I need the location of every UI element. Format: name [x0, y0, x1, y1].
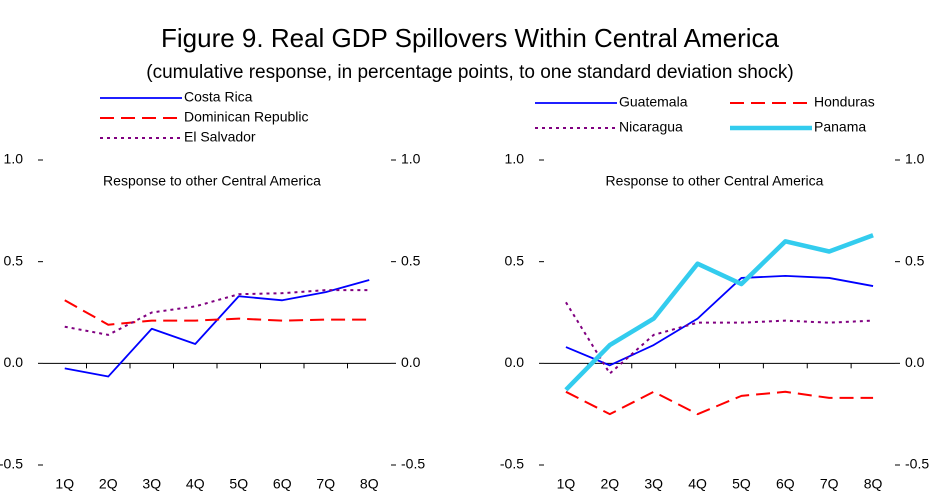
y2-tick-label: 1.0 — [401, 151, 421, 167]
annotation: Response to other Central America — [103, 173, 321, 189]
y2-tick-label: -0.5 — [905, 456, 929, 472]
x-tick-label: 6Q — [776, 476, 795, 492]
x-tick-label: 7Q — [316, 476, 335, 492]
series-line — [64, 299, 370, 326]
y-tick-label: 1.0 — [505, 151, 525, 167]
y-tick-label: -0.5 — [500, 456, 524, 472]
x-tick-label: 3Q — [644, 476, 663, 492]
y2-tick-label: 0.0 — [401, 354, 421, 370]
y-tick-label: -0.5 — [0, 456, 23, 472]
y-tick-label: 0.0 — [505, 354, 525, 370]
y-tick-label: 0.5 — [505, 252, 525, 268]
x-tick-label: 2Q — [600, 476, 619, 492]
x-tick-label: 1Q — [557, 476, 576, 492]
legend-label: Dominican Republic — [184, 109, 309, 125]
series-line — [564, 233, 874, 392]
legend-label: Nicaragua — [619, 119, 683, 135]
x-tick-label: 7Q — [820, 476, 839, 492]
legend-label: Costa Rica — [184, 89, 253, 105]
figure-title: Figure 9. Real GDP Spillovers Within Cen… — [161, 23, 780, 53]
x-tick-label: 8Q — [864, 476, 883, 492]
x-tick-label: 2Q — [99, 476, 118, 492]
y-tick-label: 1.0 — [4, 151, 24, 167]
x-tick-label: 4Q — [688, 476, 707, 492]
legend-label: Panama — [814, 119, 866, 135]
x-tick-label: 1Q — [55, 476, 74, 492]
y-tick-label: 0.0 — [4, 354, 24, 370]
annotation: Response to other Central America — [606, 173, 824, 189]
series-line — [64, 289, 370, 336]
x-tick-label: 5Q — [229, 476, 248, 492]
legend-label: El Salvador — [184, 129, 256, 145]
legend-label: Honduras — [814, 94, 875, 110]
x-tick-label: 5Q — [732, 476, 751, 492]
figure-subtitle: (cumulative response, in percentage poin… — [146, 62, 793, 83]
series-line — [64, 279, 370, 378]
y2-tick-label: 0.5 — [401, 252, 421, 268]
series-line — [565, 275, 874, 367]
y2-tick-label: 0.0 — [905, 354, 925, 370]
x-tick-label: 6Q — [273, 476, 292, 492]
series-line — [565, 301, 874, 375]
x-tick-label: 3Q — [142, 476, 161, 492]
legend-label: Guatemala — [619, 94, 688, 110]
y-tick-label: 0.5 — [4, 252, 24, 268]
y2-tick-label: -0.5 — [401, 456, 425, 472]
x-tick-label: 8Q — [360, 476, 379, 492]
series-line — [565, 390, 874, 416]
y2-tick-label: 1.0 — [905, 151, 925, 167]
y2-tick-label: 0.5 — [905, 252, 925, 268]
x-tick-label: 4Q — [186, 476, 205, 492]
